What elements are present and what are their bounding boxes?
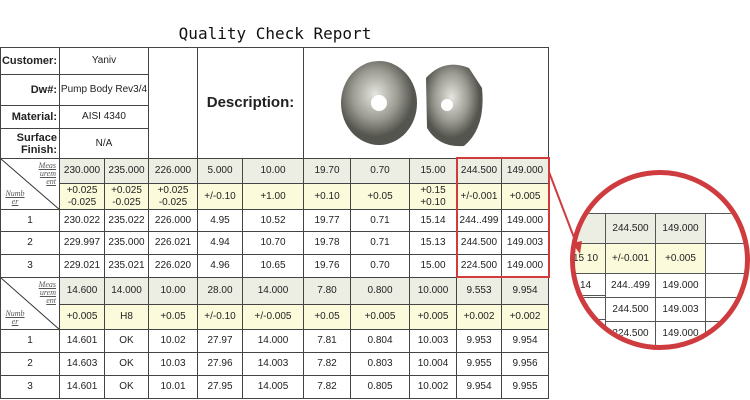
nominal-value: 19.70 [303,158,351,184]
nominal-value: 0.800 [350,277,410,305]
highlight-box [456,157,550,278]
tolerance-value: +0.15 +0.10 [409,183,457,210]
corner-header-cell: Meas urem ent Numb er [0,277,61,330]
tolerance-value: +0.005 [409,304,457,330]
nominal-value: 235.000 [104,158,149,184]
tolerance-value: +/-0.005 [242,304,304,330]
number-axis-label: Numb er [5,309,25,326]
nominal-value: 5.000 [197,158,243,184]
measurement-axis-label: Meas urem ent [38,280,56,305]
tolerance-value: +0.005 [501,183,549,210]
empty-cell [705,321,745,345]
tolerance-value: +/-0.10 [197,183,243,210]
magnifier-circle: 15 10 14 3 244.500 149.000 +/-0.001 +0.005 244.… [570,170,750,350]
number-axis-label: Numb er [5,189,25,206]
nominal-value: 28.00 [197,277,243,305]
report-title: Quality Check Report [178,24,372,43]
nominal-value: 15.00 [409,158,457,184]
nominal-value: 14.600 [59,277,105,305]
measured-value: 9.955 [501,375,549,399]
nominal-value: 149.000 [501,158,549,184]
part-photo [303,47,549,159]
nominal-value: 9.954 [501,277,549,305]
tolerance-value: +0.05 [350,183,410,210]
nominal-value: 7.80 [303,277,351,305]
tolerance-value: +0.005 [350,304,410,330]
tolerance-value: +/-0.001 [456,183,502,210]
measurement-axis-label: Meas urem ent [38,161,56,186]
